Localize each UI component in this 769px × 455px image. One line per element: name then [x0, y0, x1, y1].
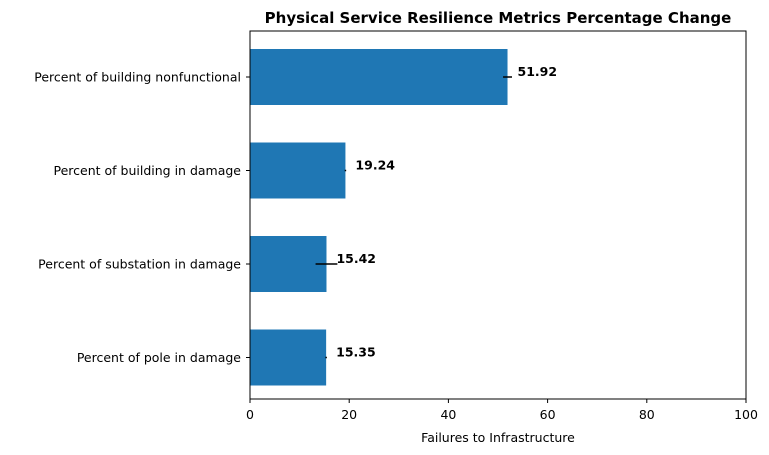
y-tick-label: Percent of building in damage: [54, 163, 242, 178]
x-tick-label: 100: [734, 407, 758, 422]
x-tick-label: 0: [246, 407, 254, 422]
plot-frame: [249, 30, 747, 400]
x-tick-label: 40: [440, 407, 456, 422]
x-tick-label: 80: [639, 407, 655, 422]
bar: [250, 142, 346, 199]
data-labels-group: 51.92 19.24 15.42 15.35: [336, 64, 557, 360]
x-tick-label: 60: [540, 407, 556, 422]
bar: [250, 236, 327, 292]
data-label: 15.35: [336, 345, 376, 360]
x-tick-label: 20: [341, 407, 357, 422]
data-label: 15.42: [336, 251, 376, 266]
y-axis-ticks: Percent of building nonfunctional Percent…: [34, 70, 250, 365]
x-axis-ticks: 0 20 40 60 80 100: [246, 399, 758, 422]
data-label: 19.24: [355, 158, 395, 173]
chart-title: Physical Service Resilience Metrics Perc…: [265, 9, 732, 27]
data-label: 51.92: [518, 64, 558, 79]
y-tick-label: Percent of pole in damage: [77, 350, 241, 365]
error-bars-group: [315, 76, 512, 359]
y-tick-label: Percent of substation in damage: [38, 257, 241, 272]
bars-group: [250, 49, 508, 386]
bar: [250, 49, 508, 105]
bar: [250, 329, 327, 386]
x-axis-label: Failures to Infrastructure: [421, 430, 575, 445]
y-tick-label: Percent of building nonfunctional: [34, 70, 241, 85]
